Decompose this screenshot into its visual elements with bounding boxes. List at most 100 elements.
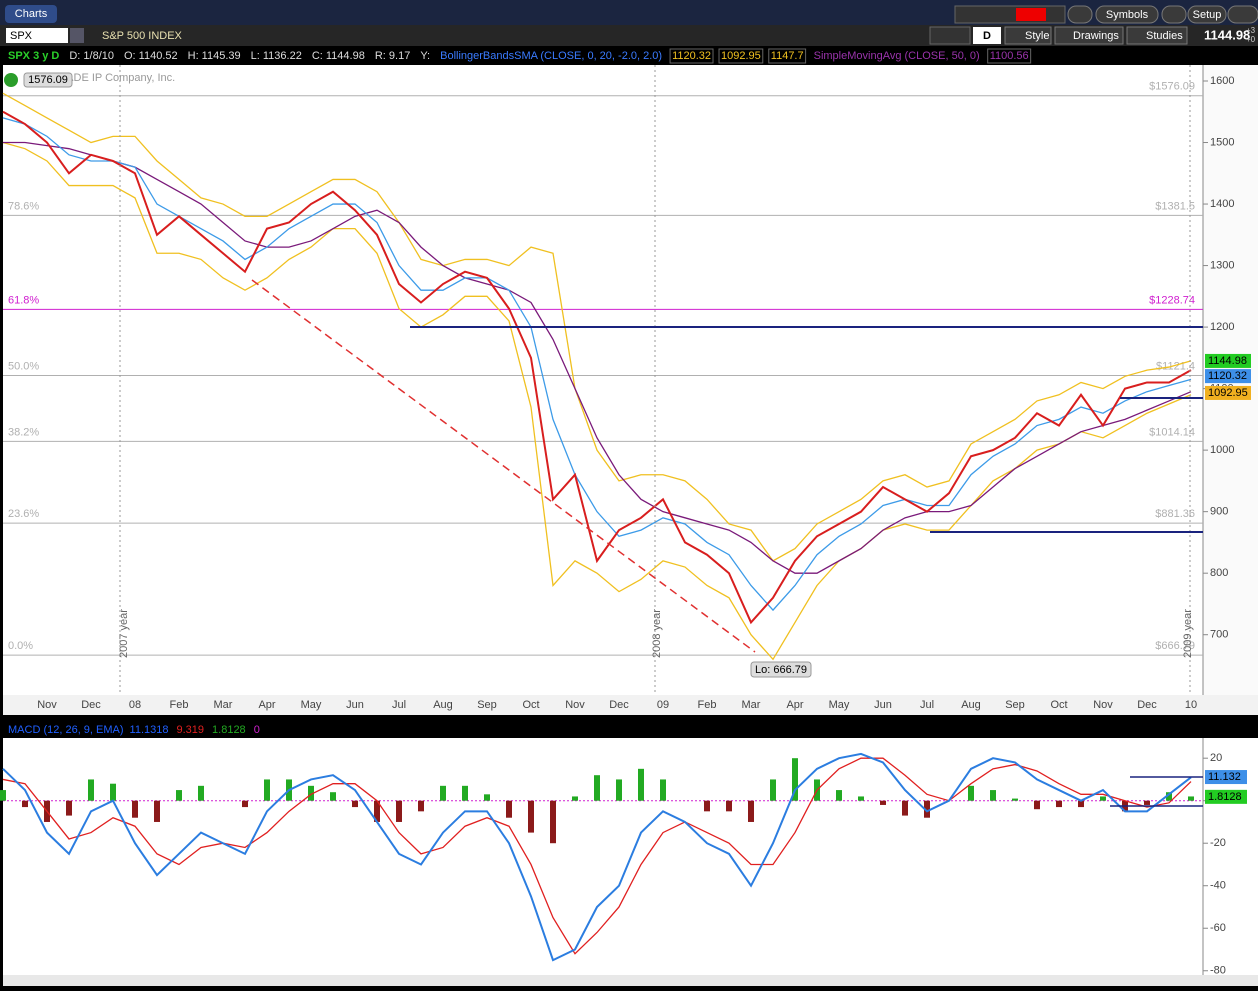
histogram-bar bbox=[902, 800, 908, 816]
macd-badge-label: 1.8128 bbox=[1208, 791, 1242, 803]
fib-label: 23.6% bbox=[8, 508, 39, 520]
histogram-bar bbox=[616, 779, 622, 801]
histogram-bar bbox=[704, 800, 710, 812]
description: S&P 500 INDEX bbox=[102, 30, 183, 42]
trend-line bbox=[251, 279, 756, 653]
y-tick-label: 1300 bbox=[1210, 259, 1234, 271]
series-line bbox=[2, 92, 1192, 562]
tab-label[interactable]: Charts bbox=[15, 8, 48, 20]
histogram-bar bbox=[1188, 796, 1194, 801]
x-tick-label: 08 bbox=[129, 699, 141, 711]
histogram-bar bbox=[836, 790, 842, 801]
style-button[interactable] bbox=[1004, 26, 1052, 45]
histogram-bar bbox=[968, 785, 974, 801]
series-line bbox=[2, 757, 1192, 955]
price-badge-label: 1144.98 bbox=[1208, 355, 1247, 367]
fib-price: $1576.09 bbox=[1149, 81, 1195, 93]
info-text: 1147.7 bbox=[771, 50, 804, 62]
macd-value: 0 bbox=[254, 724, 260, 736]
fib-price: $1228.74 bbox=[1149, 294, 1195, 306]
symbols-button[interactable] bbox=[1095, 5, 1159, 24]
drawings-button[interactable] bbox=[1054, 26, 1124, 45]
link-color[interactable] bbox=[1016, 8, 1046, 21]
tool-label[interactable]: Drawings bbox=[1073, 30, 1119, 42]
series-line bbox=[2, 117, 1192, 612]
symbol-input[interactable] bbox=[6, 28, 68, 43]
series-line bbox=[2, 752, 1192, 962]
setup-button[interactable] bbox=[1187, 5, 1227, 24]
x-tick-label: Feb bbox=[170, 699, 189, 711]
tool-label[interactable]: Studies bbox=[1146, 30, 1183, 42]
histogram-bar bbox=[154, 800, 160, 822]
x-tick-label: Feb bbox=[698, 699, 717, 711]
y-tick-label: 1000 bbox=[1210, 444, 1234, 456]
period-box[interactable] bbox=[973, 27, 1001, 44]
series-line bbox=[2, 110, 1192, 625]
x-tick-label: Dec bbox=[609, 699, 629, 711]
fib-price: $1121.4 bbox=[1156, 360, 1195, 372]
x-tick-label: May bbox=[829, 699, 850, 711]
histogram-bar bbox=[0, 790, 6, 801]
macd-title: MACD (12, 26, 9, EMA) bbox=[8, 724, 124, 736]
info-text: 1120.32 bbox=[672, 50, 711, 62]
value-box bbox=[987, 48, 1032, 64]
tab[interactable] bbox=[5, 5, 57, 23]
extra-button[interactable] bbox=[1227, 5, 1258, 24]
histogram-bar bbox=[1078, 800, 1084, 808]
x-tick-label: Jul bbox=[920, 699, 934, 711]
high-badge: 1576.09 bbox=[28, 74, 68, 86]
x-tick-label: Sep bbox=[477, 699, 497, 711]
price-badge bbox=[1205, 353, 1251, 368]
x-tick-label: Nov bbox=[565, 699, 585, 711]
period[interactable]: D bbox=[983, 30, 991, 42]
x-tick-label: Sep bbox=[1005, 699, 1025, 711]
histogram-bar bbox=[550, 800, 556, 844]
x-tick-label: Oct bbox=[522, 699, 539, 711]
button-label[interactable]: Setup bbox=[1193, 9, 1222, 21]
histogram-bar bbox=[1034, 800, 1040, 810]
info-icon[interactable] bbox=[4, 73, 18, 87]
drawings bbox=[119, 65, 1203, 807]
histogram-bar bbox=[22, 800, 28, 808]
info-text: H: 1145.39 bbox=[188, 50, 241, 62]
price-badge-label: 1092.95 bbox=[1208, 387, 1248, 399]
y-tick-label: -40 bbox=[1210, 880, 1226, 892]
high-badge-box bbox=[23, 72, 73, 88]
y-tick-label: 1600 bbox=[1210, 75, 1234, 87]
menu-button[interactable] bbox=[1067, 5, 1093, 24]
low-label: Lo: 666.79 bbox=[755, 664, 807, 676]
studies-button[interactable] bbox=[1126, 26, 1188, 45]
x-tick-label: Mar bbox=[742, 699, 761, 711]
fib-label: 50.0% bbox=[8, 360, 39, 372]
y-tick-label: 1400 bbox=[1210, 198, 1234, 210]
low-badge-box bbox=[750, 661, 812, 678]
histogram-bar bbox=[528, 800, 534, 833]
value-box bbox=[768, 48, 807, 64]
info-text: L: 1136.22 bbox=[251, 50, 302, 62]
histogram-bar bbox=[66, 800, 72, 816]
x-tick-label: 10 bbox=[1185, 699, 1197, 711]
y-tick-label: 900 bbox=[1210, 506, 1228, 518]
tool-buttons[interactable] bbox=[929, 26, 971, 45]
symbol[interactable]: SPX bbox=[10, 30, 33, 42]
x-tick-label: Jul bbox=[392, 699, 406, 711]
histogram-bar bbox=[660, 779, 666, 801]
histogram-bar bbox=[462, 785, 468, 801]
info-text: SPX 3 y D bbox=[8, 50, 59, 62]
change: +0 bbox=[1246, 35, 1256, 44]
y-tick-label: 20 bbox=[1210, 752, 1222, 764]
nav-buttons[interactable] bbox=[954, 5, 1066, 24]
symbol-dropdown[interactable] bbox=[70, 28, 84, 43]
price-badge bbox=[1205, 385, 1251, 400]
macd-value: 11.1318 bbox=[130, 724, 169, 736]
fib-price: $1014.14 bbox=[1149, 426, 1195, 438]
histogram-bar bbox=[396, 800, 402, 822]
histogram-bar bbox=[110, 783, 116, 801]
histogram-bar bbox=[198, 785, 204, 801]
tool-label[interactable]: Style bbox=[1025, 30, 1049, 42]
print-button[interactable] bbox=[1161, 5, 1187, 24]
price-pane bbox=[3, 65, 1258, 695]
button-label[interactable]: Symbols bbox=[1106, 9, 1149, 21]
histogram-bar bbox=[1166, 792, 1172, 801]
fib-label: 61.8% bbox=[8, 294, 39, 306]
